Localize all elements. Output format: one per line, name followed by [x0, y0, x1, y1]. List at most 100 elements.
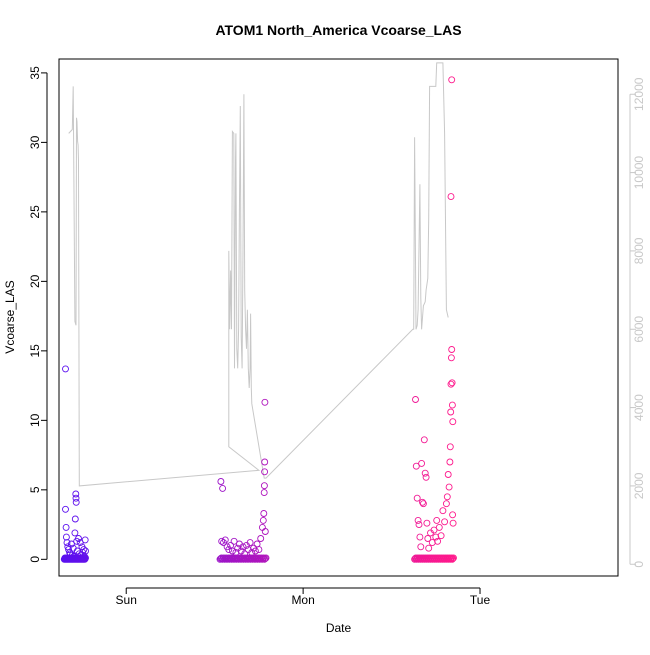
data-point — [260, 489, 268, 497]
left-axis-tick-label: 30 — [28, 135, 42, 149]
data-point — [248, 548, 256, 556]
left-axis-tick-label: 0 — [28, 556, 42, 563]
data-point — [434, 537, 442, 545]
data-point — [228, 547, 236, 555]
right-axis-line-layer — [68, 62, 449, 487]
right-axis-tick-label: 8000 — [632, 237, 646, 264]
data-point-baseline — [449, 555, 457, 563]
data-point — [448, 401, 456, 409]
data-point-baseline — [258, 555, 266, 563]
data-point — [447, 380, 455, 388]
data-point — [446, 458, 454, 466]
data-point — [425, 544, 433, 552]
data-point — [253, 540, 261, 548]
data-point — [420, 436, 428, 444]
data-point — [82, 547, 89, 555]
data-point — [63, 539, 71, 547]
data-point-baseline — [261, 555, 269, 563]
right-axis-tick-label: 4000 — [632, 394, 646, 421]
data-point — [433, 516, 441, 524]
data-point — [241, 550, 249, 558]
data-point — [72, 494, 80, 502]
data-point — [413, 494, 421, 502]
left-axis-tick-label: 20 — [28, 274, 42, 288]
data-point — [246, 539, 254, 547]
bottom-axis-tick-label: Mon — [291, 593, 314, 607]
data-point — [435, 523, 443, 531]
data-point — [443, 493, 451, 501]
data-point — [414, 516, 422, 524]
left-axis-tick-label: 5 — [28, 486, 42, 493]
data-point — [424, 535, 432, 542]
data-point — [260, 482, 268, 490]
data-point-baseline — [251, 555, 259, 563]
data-point — [417, 543, 425, 551]
data-point — [71, 515, 79, 523]
data-point — [81, 536, 89, 544]
data-point — [449, 418, 457, 426]
data-point — [449, 511, 457, 519]
data-point — [437, 532, 445, 540]
data-point — [430, 526, 438, 534]
data-point — [68, 551, 76, 559]
scatter-points-layer — [60, 76, 457, 563]
data-point — [422, 473, 430, 481]
data-point-baseline — [448, 555, 456, 563]
bottom-axis-tick-label: Sun — [116, 593, 137, 607]
data-point — [219, 484, 227, 492]
data-point — [75, 535, 82, 542]
data-point — [260, 510, 268, 517]
data-point — [447, 354, 455, 362]
data-point — [439, 507, 447, 515]
data-point — [239, 543, 247, 551]
data-point — [251, 547, 259, 555]
right-axis-tick-label: 2000 — [632, 472, 646, 499]
data-point — [218, 537, 226, 545]
data-point — [416, 533, 424, 541]
data-point-baseline — [228, 555, 236, 563]
data-point — [419, 498, 426, 506]
left-axis-tick-label: 25 — [28, 205, 42, 219]
data-point — [261, 398, 269, 406]
data-point — [261, 458, 269, 466]
data-point — [221, 536, 229, 544]
left-axis-tick-label: 10 — [28, 413, 42, 427]
data-point — [448, 346, 456, 353]
data-point — [415, 521, 423, 529]
data-point — [72, 490, 80, 498]
data-point — [259, 516, 267, 524]
left-axis-tick-label: 35 — [28, 66, 42, 80]
data-point — [412, 396, 419, 403]
axes-layer: 0 5 10 15 20 25 30 35 0 2000 4000 6000 8000 10000 1200… — [28, 66, 646, 607]
data-point-baseline — [450, 554, 457, 562]
data-point — [447, 408, 455, 416]
x-axis-label: Date — [326, 621, 352, 635]
data-point — [225, 546, 233, 554]
plot-frame — [58, 58, 619, 577]
data-point-baseline — [262, 554, 270, 562]
data-point — [67, 540, 75, 548]
y-axis-label: Vcoarse_LAS — [3, 280, 17, 353]
data-point — [448, 76, 456, 84]
right-axis-tick-label: 6000 — [632, 316, 646, 343]
data-point-baseline — [246, 555, 254, 563]
data-point — [62, 523, 70, 531]
data-point — [80, 546, 88, 554]
data-point-baseline — [260, 555, 268, 563]
right-axis-series-line — [68, 62, 449, 487]
data-point — [421, 469, 429, 477]
data-point — [446, 443, 454, 451]
data-point — [217, 478, 225, 485]
data-point — [449, 519, 457, 527]
data-point — [418, 459, 426, 467]
data-point — [423, 519, 431, 527]
right-axis-tick-label: 0 — [632, 561, 646, 568]
data-point — [448, 379, 456, 387]
data-point — [255, 546, 263, 554]
data-point — [70, 553, 78, 560]
data-point-baseline — [221, 555, 229, 563]
right-axis-tick-label: 12000 — [632, 77, 646, 111]
data-point — [72, 498, 80, 506]
bottom-axis-tick-label: Tue — [470, 593, 491, 607]
